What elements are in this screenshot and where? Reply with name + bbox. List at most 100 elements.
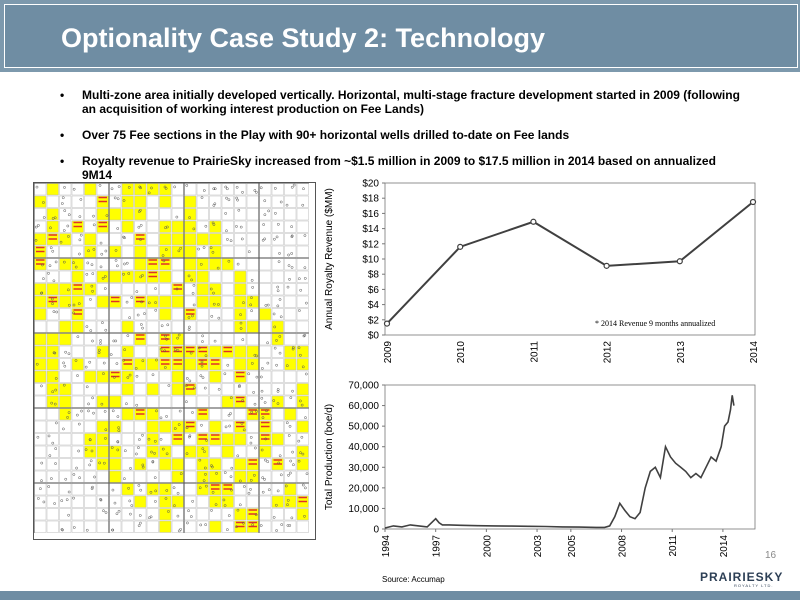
map-section [246,370,259,383]
map-section [196,195,209,208]
map-section [284,483,297,496]
well-symbol-icon [188,434,192,438]
map-section [296,258,309,271]
well-symbol-icon [199,523,203,527]
well-symbol-icon [91,289,94,293]
map-section [196,458,209,471]
map-section [209,445,222,458]
map-section [46,420,59,433]
title-bar: Optionality Case Study 2: Technology [0,0,800,72]
well-symbol-icon [255,375,259,379]
well-symbol-icon [192,283,196,287]
well-symbol-icon [75,466,78,470]
well-symbol-icon [150,450,153,454]
well-symbol-icon [236,454,240,458]
map-section [171,408,184,421]
well-symbol-icon [159,416,163,420]
well-symbol-icon [249,488,252,491]
well-symbol-icon [215,472,218,475]
well-symbol-icon [89,329,93,333]
well-symbol-icon [176,336,179,340]
well-symbol-icon [266,361,270,365]
well-symbol-icon [263,237,267,241]
well-symbol-icon [253,189,257,192]
map-section [184,283,197,296]
map-section [296,433,309,446]
well-symbol-icon [135,290,139,293]
well-symbol-icon [285,421,289,425]
map-section [296,470,309,483]
well-symbol-icon [250,296,253,300]
well-symbol-icon [278,335,282,338]
map-section [184,208,197,221]
well-symbol-icon [72,311,75,315]
map-section [284,208,297,221]
map-section [59,220,72,233]
map-section [109,433,122,446]
map-section [171,258,184,271]
well-symbol-icon [210,314,214,318]
well-symbol-icon [176,349,180,352]
y-axis-label: Annual Royalty Revenue ($MM) [324,188,335,330]
well-symbol-icon [252,391,255,394]
y-tick-label: $4 [368,300,380,311]
map-section [121,283,134,296]
map-section [159,245,172,258]
well-symbol-icon [298,309,301,312]
map-section [296,420,309,433]
map-section [171,295,184,308]
map-section [196,395,209,408]
map-section [159,270,172,283]
map-section [59,233,72,246]
well-symbol-icon [154,500,157,503]
map-section [209,233,222,246]
map-section [246,258,259,271]
map-section [71,495,84,508]
map-section [284,270,297,283]
map-section [271,420,284,433]
well-symbol-icon [99,342,102,345]
well-symbol-icon [217,316,221,320]
map-section [146,508,159,521]
map-section [121,520,134,533]
well-symbol-icon [260,448,264,452]
logo-subtext: ROYALTY LTD. [734,583,774,588]
well-symbol-icon [88,463,92,467]
well-symbol-icon [286,498,290,502]
map-section [271,470,284,483]
well-symbol-icon [141,359,145,363]
map-section [146,433,159,446]
well-symbol-icon [137,524,141,528]
map-section [259,395,272,408]
well-symbol-icon [134,367,138,370]
x-tick-label: 2009 [383,341,394,364]
well-symbol-icon [160,324,164,328]
map-section [34,520,47,533]
well-symbol-icon [114,249,118,252]
well-symbol-icon [236,198,239,202]
well-symbol-icon [297,459,301,463]
well-symbol-icon [212,302,216,306]
plot-frame [384,182,756,336]
map-section [46,520,59,533]
map-section [296,295,309,308]
map-section [296,320,309,333]
well-symbol-icon [110,187,114,191]
map-section [259,508,272,521]
well-symbol-icon [123,477,126,481]
map-section [246,395,259,408]
map-section [184,520,197,533]
revenue-point [676,258,683,265]
well-symbol-icon [304,416,307,420]
well-symbol-icon [48,454,52,458]
well-symbol-icon [87,409,90,413]
well-symbol-icon [90,263,94,267]
well-symbol-icon [67,213,71,217]
well-symbol-icon [273,346,277,350]
well-symbol-icon [48,264,52,268]
well-symbol-icon [35,362,39,366]
well-symbol-icon [255,410,258,413]
map-section [209,470,222,483]
well-symbol-icon [99,241,103,245]
map-section [259,283,272,296]
